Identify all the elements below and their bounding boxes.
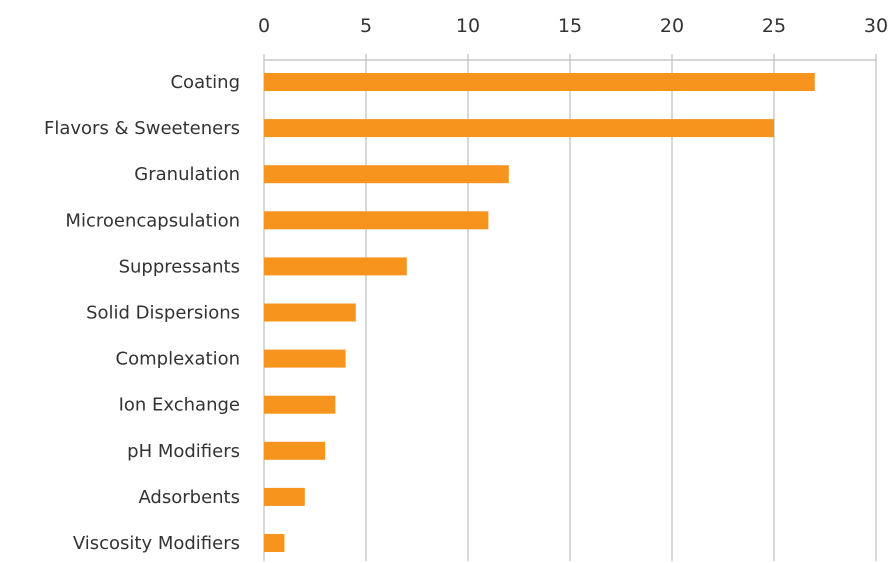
category-label: Complexation bbox=[116, 349, 240, 370]
x-tick-label: 10 bbox=[456, 15, 480, 37]
x-tick-label: 20 bbox=[660, 15, 684, 37]
bar-coating bbox=[264, 73, 815, 91]
x-tick-label: 30 bbox=[864, 15, 888, 37]
bar-complexation bbox=[264, 349, 346, 368]
x-tick-label: 15 bbox=[558, 15, 582, 37]
bar-microencapsulation bbox=[264, 211, 489, 230]
category-label: Ion Exchange bbox=[119, 395, 240, 416]
category-label: Suppressants bbox=[119, 256, 240, 277]
category-label: pH Modifiers bbox=[127, 441, 240, 462]
category-labels: Coating Flavors & Sweeteners Granulation Mi… bbox=[44, 72, 240, 554]
x-tick-label: 25 bbox=[762, 15, 786, 37]
x-tick-labels: 0 5 10 15 20 25 30 bbox=[258, 15, 888, 37]
bar-adsorbents bbox=[264, 487, 305, 506]
bar-viscosity-modifiers bbox=[264, 534, 285, 552]
category-label: Solid Dispersions bbox=[86, 303, 240, 324]
x-tick-label: 0 bbox=[258, 15, 270, 37]
bar-granulation bbox=[264, 165, 509, 184]
category-label: Granulation bbox=[134, 164, 240, 185]
x-tick-label: 5 bbox=[360, 15, 372, 37]
bar-ion-exchange bbox=[264, 395, 336, 414]
category-label: Adsorbents bbox=[138, 487, 240, 508]
category-label: Viscosity Modifiers bbox=[73, 533, 240, 554]
grid-lines bbox=[263, 54, 877, 561]
category-label: Microencapsulation bbox=[65, 210, 240, 231]
category-label: Coating bbox=[170, 72, 240, 93]
bars bbox=[264, 73, 815, 552]
bar-suppressants bbox=[264, 257, 407, 276]
category-label: Flavors & Sweeteners bbox=[44, 118, 240, 139]
bar-ph-modifiers bbox=[264, 441, 326, 460]
bar-flavors-sweeteners bbox=[264, 119, 774, 138]
bar-solid-dispersions bbox=[264, 303, 356, 322]
